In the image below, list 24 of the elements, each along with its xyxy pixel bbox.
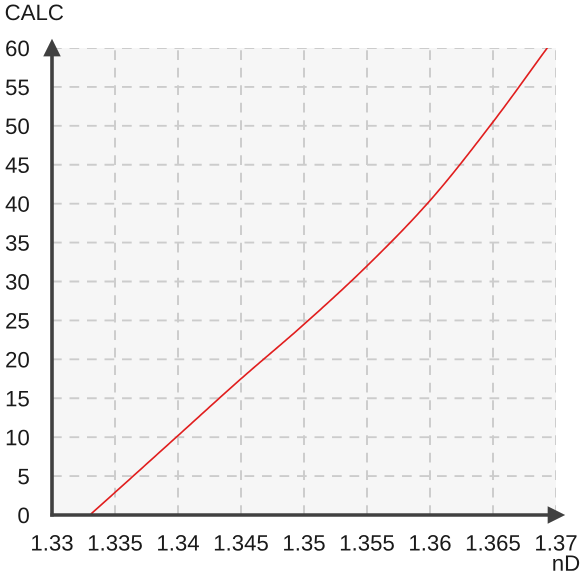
y-tick-label: 20 [6, 352, 29, 368]
y-tick-label: 15 [6, 391, 29, 407]
y-tick-label: 55 [6, 80, 29, 96]
y-tick-label: 5 [18, 468, 29, 484]
y-tick-label: 60 [6, 40, 29, 56]
x-tick-label: 1.365 [466, 535, 520, 551]
y-tick-label: 50 [6, 118, 29, 134]
x-axis-title: nD [553, 556, 580, 571]
y-axis-title: CALC [6, 4, 64, 20]
y-tick-label: 40 [6, 196, 29, 212]
y-tick-label: 10 [6, 430, 29, 446]
x-tick-label: 1.335 [88, 535, 142, 551]
y-tick-label: 0 [18, 508, 29, 524]
x-tick-label: 1.33 [32, 535, 73, 551]
x-tick-label: 1.35 [284, 535, 325, 551]
x-tick-label: 1.36 [410, 535, 451, 551]
y-tick-label: 30 [6, 274, 29, 290]
x-tick-label: 1.355 [340, 535, 394, 551]
x-tick-label: 1.345 [214, 535, 268, 551]
x-tick-label: 1.37 [536, 535, 577, 551]
y-tick-label: 35 [6, 235, 29, 251]
y-tick-label: 45 [6, 158, 29, 174]
y-tick-label: 25 [6, 312, 29, 329]
x-tick-label: 1.34 [158, 535, 199, 551]
